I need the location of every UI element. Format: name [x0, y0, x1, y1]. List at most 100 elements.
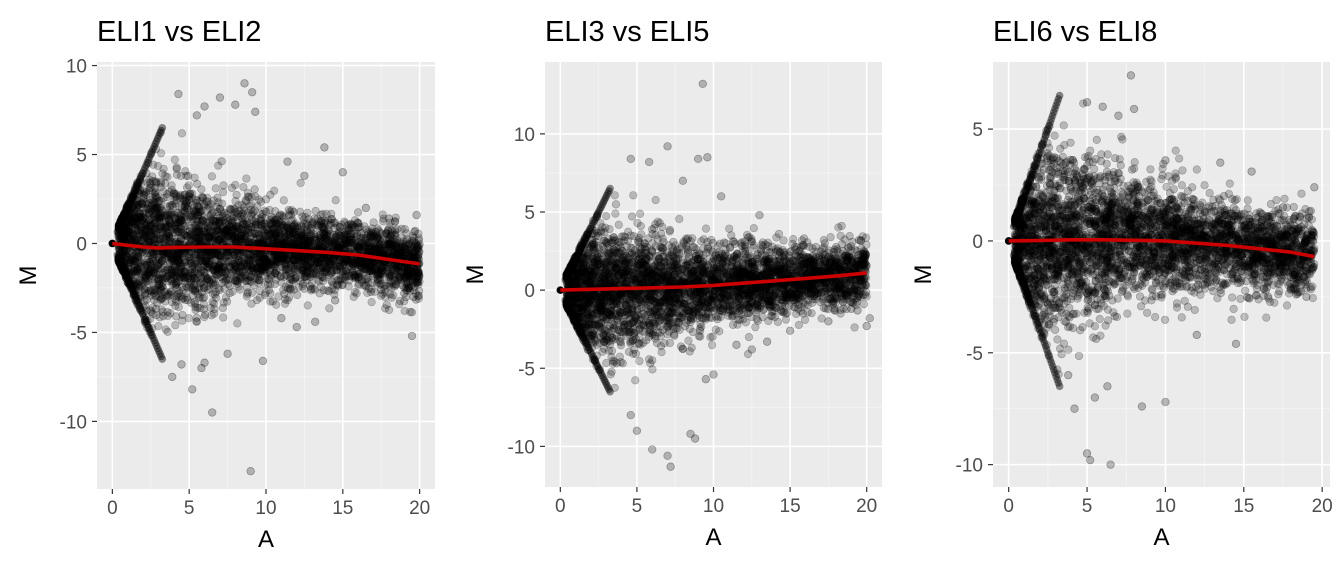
- y-tick-label: -5: [70, 323, 87, 344]
- data-point: [222, 230, 231, 239]
- data-point: [151, 225, 160, 235]
- data-point: [350, 288, 359, 297]
- outlier-point: [177, 360, 186, 369]
- data-point: [136, 276, 145, 286]
- data-point: [235, 206, 244, 215]
- data-point: [165, 231, 174, 241]
- data-point: [307, 279, 316, 288]
- data-point: [354, 238, 363, 247]
- data-point: [310, 285, 319, 294]
- data-point: [349, 262, 358, 271]
- data-point: [242, 174, 251, 183]
- data-point: [316, 210, 325, 219]
- data-point: [137, 281, 146, 290]
- data-point: [229, 234, 238, 243]
- data-point: [268, 257, 278, 266]
- data-point: [413, 251, 423, 260]
- data-point: [360, 244, 370, 253]
- data-point: [265, 229, 274, 238]
- data-point: [177, 129, 187, 138]
- data-point: [208, 256, 217, 265]
- data-point: [115, 221, 125, 230]
- data-point: [213, 250, 222, 259]
- data-point: [123, 221, 132, 230]
- data-point: [193, 179, 202, 188]
- data-point: [205, 277, 214, 286]
- outlier-point: [300, 171, 309, 181]
- data-point: [237, 257, 246, 266]
- data-point: [156, 149, 166, 158]
- data-point: [175, 202, 184, 211]
- data-point: [367, 298, 376, 307]
- data-point: [289, 285, 298, 294]
- data-point: [325, 304, 334, 313]
- data-point: [219, 231, 229, 240]
- y-axis-title: M: [15, 266, 42, 286]
- data-point: [210, 222, 219, 231]
- outlier-point: [311, 317, 320, 326]
- data-point: [159, 211, 169, 220]
- x-tick-label: 5: [184, 498, 195, 519]
- data-point: [162, 210, 171, 219]
- data-point: [385, 239, 394, 248]
- data-point: [353, 208, 363, 217]
- data-point: [221, 226, 231, 235]
- data-point: [171, 301, 180, 311]
- data-point: [180, 268, 189, 277]
- data-point: [258, 263, 267, 272]
- data-point: [149, 274, 158, 284]
- data-point: [156, 221, 165, 231]
- data-point: [407, 252, 416, 261]
- data-point: [246, 276, 255, 286]
- data-point: [344, 282, 353, 291]
- data-point: [221, 226, 230, 235]
- data-point: [157, 265, 166, 274]
- data-point: [365, 264, 374, 274]
- data-point: [377, 263, 386, 272]
- data-point: [296, 273, 305, 282]
- data-point: [236, 234, 245, 243]
- data-point: [172, 163, 181, 172]
- data-point: [399, 242, 408, 252]
- data-point: [335, 228, 344, 237]
- data-point: [117, 217, 126, 226]
- data-point: [176, 225, 186, 234]
- data-point: [343, 221, 352, 230]
- data-point: [209, 265, 218, 274]
- data-point: [322, 209, 331, 218]
- data-point: [305, 231, 314, 241]
- data-point: [219, 313, 228, 322]
- data-point: [198, 256, 207, 265]
- data-point: [202, 197, 211, 206]
- data-point: [114, 220, 124, 229]
- data-point: [159, 287, 169, 297]
- data-point: [254, 275, 263, 285]
- data-point: [116, 222, 126, 231]
- data-point: [169, 197, 178, 206]
- data-point: [172, 225, 182, 234]
- data-point: [228, 229, 237, 239]
- data-point: [186, 212, 195, 221]
- data-point: [127, 204, 136, 213]
- data-point: [153, 275, 163, 284]
- outlier-point: [320, 143, 329, 152]
- data-point: [203, 197, 212, 206]
- data-point: [163, 292, 172, 301]
- data-point: [270, 186, 279, 195]
- data-point: [175, 250, 184, 259]
- data-point: [336, 264, 346, 273]
- data-point: [213, 193, 222, 202]
- data-point: [171, 321, 180, 330]
- data-point: [156, 295, 165, 304]
- data-point: [289, 264, 298, 273]
- data-point: [141, 277, 150, 286]
- data-point: [154, 274, 163, 283]
- x-tick-label: 15: [332, 498, 353, 519]
- data-point: [147, 291, 156, 300]
- data-point: [285, 225, 294, 234]
- data-point: [125, 213, 134, 222]
- data-point: [119, 222, 128, 231]
- data-point: [212, 266, 221, 275]
- data-point: [271, 228, 280, 237]
